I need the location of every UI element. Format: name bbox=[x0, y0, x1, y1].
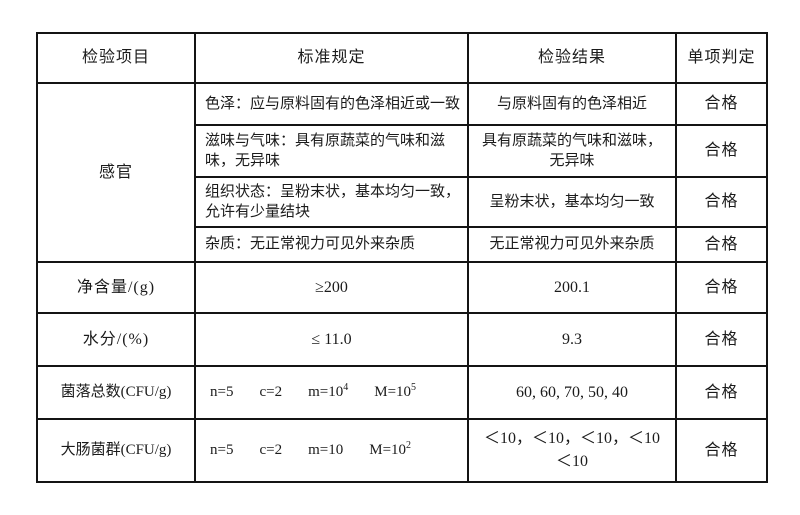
table-row-sensory-texture: 组织状态：呈粉末状，基本均匀一致，允许有少量结块 呈粉末状，基本均匀一致 合格 bbox=[37, 176, 768, 228]
cell-verdict-taste-odor: 合格 bbox=[675, 124, 768, 178]
cell-standard-impurity: 杂质：无正常视力可见外来杂质 bbox=[194, 226, 469, 263]
cell-standard-color: 色泽：应与原料固有的色泽相近或一致 bbox=[194, 82, 469, 126]
table-row-moisture: 水分/(%) ≤ 11.0 9.3 合格 bbox=[36, 312, 768, 367]
cell-verdict-total-colony: 合格 bbox=[675, 365, 768, 420]
param-M: M=105 bbox=[374, 382, 417, 401]
cell-verdict-texture: 合格 bbox=[675, 176, 768, 228]
cell-verdict-net-content: 合格 bbox=[675, 261, 768, 314]
param-c: c=2 bbox=[259, 442, 283, 459]
inspection-result-table: 检验项目 标准规定 检验结果 单项判定 感官 色泽：应与原料固有的色泽相近或一致… bbox=[36, 32, 768, 483]
param-m: m=10 bbox=[308, 442, 344, 459]
cell-standard-total-colony: n=5 c=2 m=104 M=105 bbox=[194, 365, 469, 420]
cell-verdict-coliform: 合格 bbox=[675, 418, 768, 483]
cell-item-coliform: 大肠菌群(CFU/g) bbox=[36, 418, 196, 483]
header-single-item-judgment: 单项判定 bbox=[675, 32, 768, 84]
cell-standard-net-content: ≥200 bbox=[194, 261, 469, 314]
cell-result-net-content: 200.1 bbox=[467, 261, 677, 314]
cell-result-coliform: ＜10，＜10，＜10，＜10 ＜10 bbox=[467, 418, 677, 483]
header-inspection-item: 检验项目 bbox=[36, 32, 196, 84]
cell-result-texture: 呈粉末状，基本均匀一致 bbox=[467, 176, 677, 228]
cell-standard-taste-odor: 滋味与气味：具有原蔬菜的气味和滋味，无异味 bbox=[194, 124, 469, 178]
cell-standard-moisture: ≤ 11.0 bbox=[194, 312, 469, 367]
header-standard-requirement: 标准规定 bbox=[194, 32, 469, 84]
result-line-2: ＜10 bbox=[555, 452, 588, 470]
cell-standard-texture: 组织状态：呈粉末状，基本均匀一致，允许有少量结块 bbox=[194, 176, 469, 228]
table-row-coliform-group: 大肠菌群(CFU/g) n=5 c=2 m=10 M=102 ＜10，＜10，＜10，… bbox=[36, 418, 768, 483]
cell-standard-coliform: n=5 c=2 m=10 M=102 bbox=[194, 418, 469, 483]
cell-item-total-colony: 菌落总数(CFU/g) bbox=[36, 365, 196, 420]
cell-result-taste-odor: 具有原蔬菜的气味和滋味，无异味 bbox=[467, 124, 677, 178]
header-row: 检验项目 标准规定 检验结果 单项判定 bbox=[36, 32, 768, 84]
table-row-total-colony-count: 菌落总数(CFU/g) n=5 c=2 m=104 M=105 60, 60, 70,… bbox=[36, 365, 768, 420]
param-M: M=102 bbox=[369, 440, 412, 459]
header-inspection-result: 检验结果 bbox=[467, 32, 677, 84]
param-n: n=5 bbox=[210, 384, 234, 401]
table-row-sensory-taste-odor: 滋味与气味：具有原蔬菜的气味和滋味，无异味 具有原蔬菜的气味和滋味，无异味 合格 bbox=[37, 124, 768, 178]
cell-result-total-colony: 60, 60, 70, 50, 40 bbox=[467, 365, 677, 420]
param-m: m=104 bbox=[308, 382, 349, 401]
table-row-sensory-color: 感官 色泽：应与原料固有的色泽相近或一致 与原料固有的色泽相近 合格 bbox=[36, 82, 768, 263]
cell-result-moisture: 9.3 bbox=[467, 312, 677, 367]
param-n: n=5 bbox=[210, 442, 234, 459]
param-c: c=2 bbox=[259, 384, 283, 401]
cell-result-color: 与原料固有的色泽相近 bbox=[467, 82, 677, 126]
table-row-sensory-impurity: 杂质：无正常视力可见外来杂质 无正常视力可见外来杂质 合格 bbox=[37, 226, 768, 263]
cell-verdict-color: 合格 bbox=[675, 82, 768, 126]
cell-item-sensory: 感官 bbox=[36, 82, 196, 263]
result-line-1: ＜10，＜10，＜10，＜10 bbox=[483, 430, 660, 448]
cell-item-net-content: 净含量/(g) bbox=[36, 261, 196, 314]
cell-verdict-moisture: 合格 bbox=[675, 312, 768, 367]
table-row-net-content: 净含量/(g) ≥200 200.1 合格 bbox=[36, 261, 768, 314]
cell-verdict-impurity: 合格 bbox=[675, 226, 768, 263]
cell-result-impurity: 无正常视力可见外来杂质 bbox=[467, 226, 677, 263]
cell-item-moisture: 水分/(%) bbox=[36, 312, 196, 367]
